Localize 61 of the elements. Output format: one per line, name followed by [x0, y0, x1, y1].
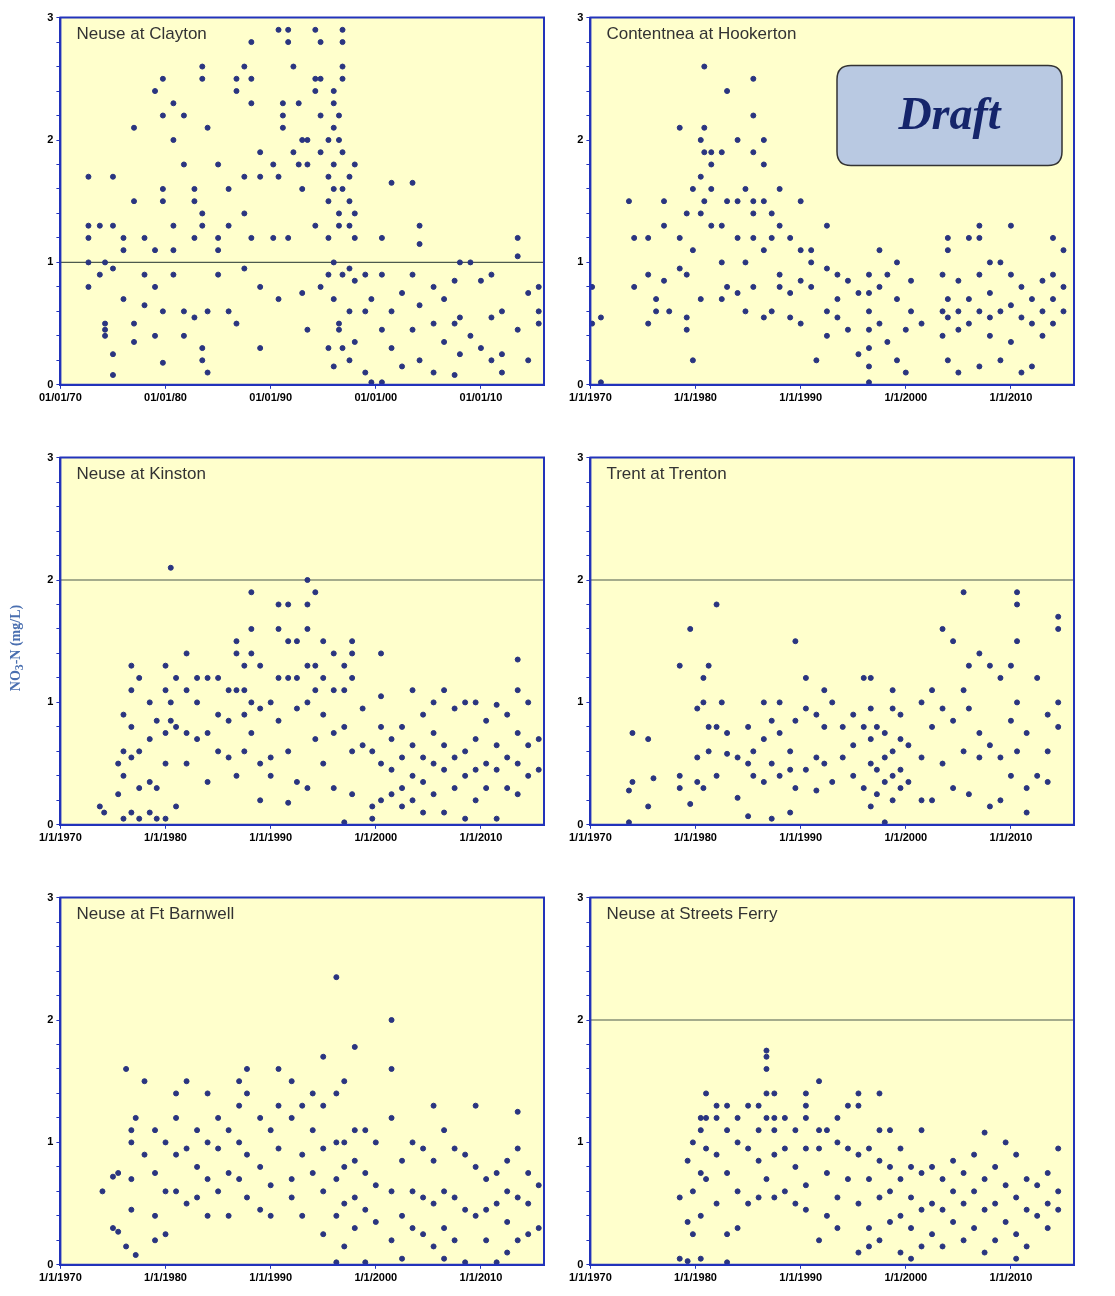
x-tick-label: 01/01/90: [249, 391, 293, 404]
x-tick-label: 1/1/2010: [459, 1271, 503, 1284]
x-tick-label: 1/1/2000: [354, 1271, 398, 1284]
chart-title: Neuse at Ft Barnwell: [76, 903, 235, 923]
y-tick-label: 3: [577, 450, 584, 463]
y-tick-label: 3: [47, 450, 54, 463]
x-tick-label: 1/1/1980: [674, 1271, 717, 1284]
x-tick-label: 1/1/1980: [144, 1271, 187, 1284]
x-tick-label: 1/1/1980: [674, 831, 717, 844]
x-tick-label: 1/1/2000: [884, 1271, 928, 1284]
y-tick-label: 2: [47, 573, 54, 586]
y-tick-label: 2: [577, 133, 584, 146]
x-tick-label: 1/1/1970: [569, 831, 612, 844]
y-tick-label: 2: [577, 1013, 584, 1026]
y-tick-label: 3: [47, 890, 54, 903]
y-tick-label: 2: [47, 133, 54, 146]
x-tick-label: 1/1/1980: [674, 391, 717, 404]
x-tick-label: 1/1/1990: [249, 831, 293, 844]
y-tick-label: 1: [47, 255, 54, 268]
x-tick-label: 1/1/1990: [249, 1271, 293, 1284]
x-tick-label: 1/1/1970: [569, 1271, 612, 1284]
y-tick-label: 0: [577, 1257, 584, 1270]
chart-title: Neuse at Streets Ferry: [606, 903, 778, 923]
y-tick-label: 0: [47, 817, 54, 830]
y-tick-label: 2: [47, 1013, 54, 1026]
x-tick-label: 1/1/1990: [779, 831, 823, 844]
y-tick-label: 2: [577, 573, 584, 586]
x-tick-label: 01/01/10: [459, 391, 503, 404]
x-tick-label: 01/01/70: [39, 391, 82, 404]
x-tick-label: 01/01/00: [354, 391, 398, 404]
y-tick-label: 0: [47, 1257, 54, 1270]
y-tick-label: 1: [577, 255, 584, 268]
y-tick-label: 1: [47, 695, 54, 708]
x-tick-label: 1/1/2010: [989, 831, 1033, 844]
y-tick-label: 0: [47, 377, 54, 390]
chart-title: Neuse at Clayton: [76, 23, 207, 43]
x-tick-label: 1/1/2000: [884, 831, 928, 844]
x-tick-label: 1/1/1990: [779, 1271, 823, 1284]
chart-title: Contentnea at Hookerton: [606, 23, 797, 43]
x-tick-label: 1/1/1970: [39, 1271, 82, 1284]
x-tick-label: 1/1/2010: [989, 1271, 1033, 1284]
annotation: Draft: [897, 88, 1002, 140]
chart-title: Trent at Trenton: [606, 463, 727, 483]
x-tick-label: 1/1/1980: [144, 831, 187, 844]
y-tick-label: 3: [47, 10, 54, 23]
y-tick-label: 1: [577, 695, 584, 708]
x-tick-label: 1/1/1970: [569, 391, 612, 404]
y-tick-label: 1: [577, 1135, 584, 1148]
x-tick-label: 1/1/2000: [884, 391, 928, 404]
y-tick-label: 1: [47, 1135, 54, 1148]
y-tick-label: 3: [577, 10, 584, 23]
x-tick-label: 1/1/2000: [354, 831, 398, 844]
x-tick-label: 1/1/1990: [779, 391, 823, 404]
x-tick-label: 1/1/2010: [989, 391, 1033, 404]
x-tick-label: 1/1/2010: [459, 831, 503, 844]
chart-title: Neuse at Kinston: [76, 463, 206, 483]
x-tick-label: 01/01/80: [144, 391, 187, 404]
y-tick-label: 3: [577, 890, 584, 903]
y-tick-label: 0: [577, 377, 584, 390]
x-tick-label: 1/1/1970: [39, 831, 82, 844]
y-tick-label: 0: [577, 817, 584, 830]
